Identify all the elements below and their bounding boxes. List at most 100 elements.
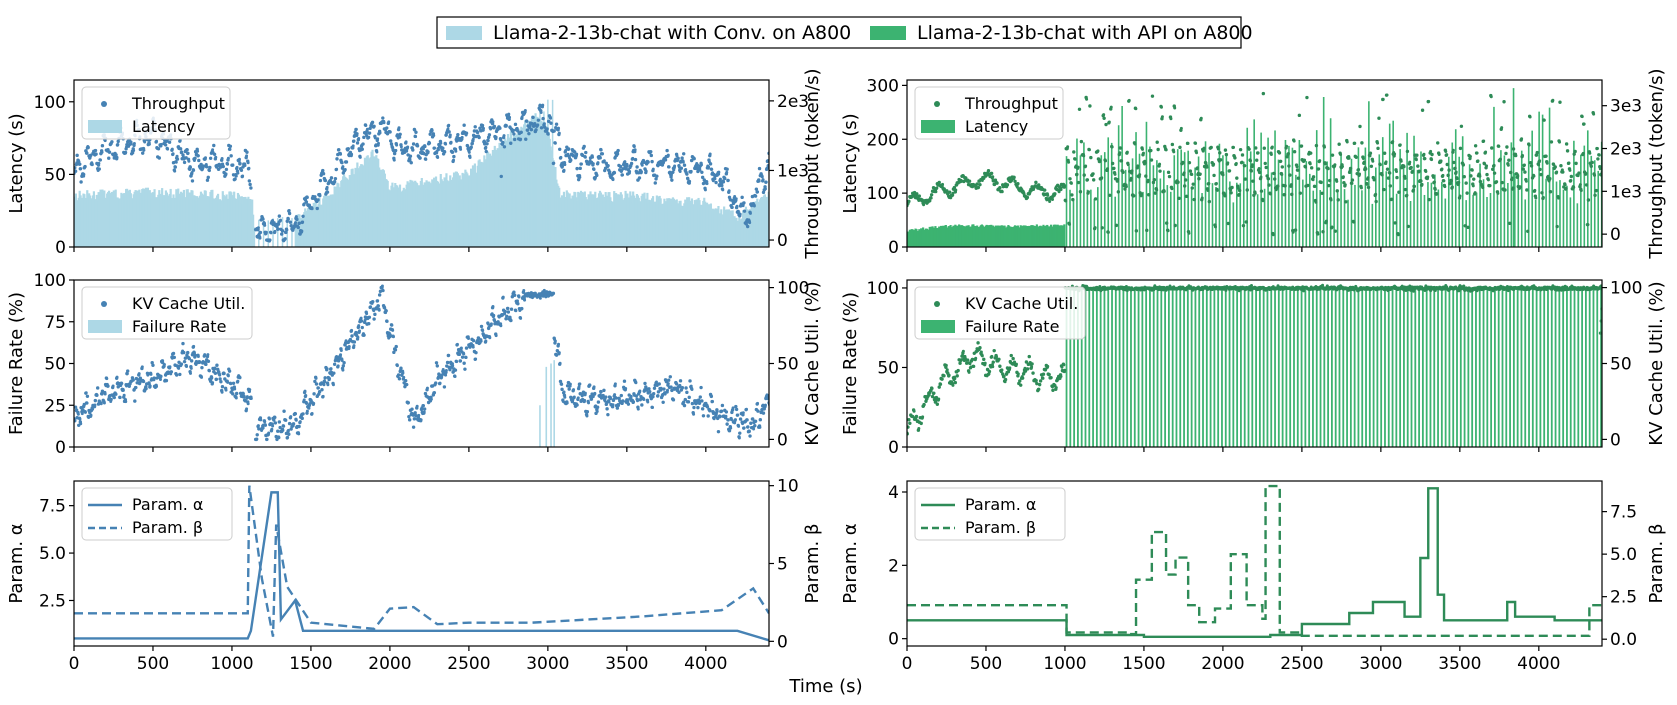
top-legend-label-api: Llama-2-13b-chat with API on A800 <box>917 22 1253 44</box>
data-point <box>351 144 355 148</box>
data-point <box>1488 183 1492 188</box>
data-point <box>967 179 972 183</box>
data-point <box>74 169 78 173</box>
data-point <box>1209 145 1213 150</box>
data-point <box>352 139 356 143</box>
data-point <box>1435 192 1439 196</box>
data-point <box>355 141 360 145</box>
data-point <box>1528 160 1533 165</box>
data-point <box>286 217 290 221</box>
data-point <box>140 365 144 369</box>
data-point <box>313 379 317 384</box>
data-point <box>1285 144 1289 148</box>
data-point <box>321 168 325 173</box>
data-point <box>1574 161 1578 166</box>
data-point <box>172 355 177 360</box>
data-point <box>203 353 207 357</box>
data-point <box>1490 167 1495 171</box>
data-point <box>1255 158 1259 162</box>
data-point <box>718 414 722 419</box>
data-point <box>720 403 725 408</box>
data-point <box>1279 159 1283 163</box>
data-point <box>425 386 429 390</box>
data-point <box>567 147 571 151</box>
data-point <box>271 219 275 223</box>
data-point <box>509 318 513 322</box>
data-point <box>103 392 107 396</box>
data-point <box>1569 178 1573 182</box>
data-point <box>656 394 660 398</box>
data-point <box>951 191 955 195</box>
data-point <box>1376 146 1380 151</box>
data-point <box>263 223 267 227</box>
data-point <box>1385 93 1389 97</box>
data-point <box>613 382 617 386</box>
data-point <box>454 149 458 153</box>
data-point <box>734 197 738 201</box>
data-point <box>173 169 177 173</box>
data-point <box>245 150 249 154</box>
data-point <box>1089 155 1093 160</box>
data-point <box>1057 190 1061 194</box>
data-point <box>460 355 465 359</box>
data-point <box>1304 165 1308 169</box>
data-point <box>1120 159 1124 163</box>
data-point <box>464 356 468 360</box>
data-point <box>321 171 326 176</box>
data-point <box>1502 100 1506 104</box>
data-point <box>1459 124 1464 128</box>
data-point <box>258 236 262 240</box>
data-point <box>1333 229 1338 233</box>
data-point <box>1108 193 1112 197</box>
data-point <box>1526 229 1530 233</box>
data-point <box>530 128 534 132</box>
data-point <box>1199 116 1203 120</box>
data-point <box>1377 116 1381 120</box>
data-point <box>1247 147 1251 151</box>
data-point <box>133 399 137 403</box>
data-point <box>1557 196 1561 200</box>
data-point <box>226 380 230 384</box>
data-point <box>164 378 169 383</box>
data-point <box>1462 175 1466 179</box>
data-point <box>640 403 644 407</box>
data-point <box>633 157 638 162</box>
data-point <box>681 160 685 164</box>
data-point <box>1387 176 1391 180</box>
x-ticks-api-latency <box>906 247 1540 252</box>
data-point <box>1112 166 1116 170</box>
data-point <box>572 388 576 392</box>
data-point <box>531 115 535 119</box>
data-point <box>541 116 545 121</box>
data-point <box>1340 164 1344 168</box>
data-point <box>575 403 579 407</box>
data-point <box>644 169 648 173</box>
data-point <box>1572 185 1576 189</box>
data-point <box>116 142 120 146</box>
data-point <box>1164 148 1168 152</box>
data-point <box>1497 144 1501 148</box>
data-point <box>583 391 587 395</box>
data-point <box>155 376 159 380</box>
data-point <box>268 238 272 242</box>
data-point <box>499 138 503 142</box>
data-point <box>636 399 640 403</box>
data-point <box>1344 200 1348 204</box>
data-point <box>576 396 580 400</box>
data-point <box>192 344 196 348</box>
data-point <box>705 405 710 409</box>
data-point <box>1361 156 1365 160</box>
data-point <box>1579 189 1583 193</box>
data-point <box>975 182 979 186</box>
data-point <box>502 134 506 138</box>
data-point <box>1134 229 1139 233</box>
data-point <box>1048 199 1052 203</box>
data-point <box>75 408 79 412</box>
data-point <box>636 407 640 411</box>
data-point <box>220 157 224 161</box>
data-point <box>1067 160 1071 164</box>
data-point <box>408 154 413 158</box>
data-point <box>177 366 181 370</box>
data-point <box>620 173 624 177</box>
data-point <box>700 407 705 411</box>
